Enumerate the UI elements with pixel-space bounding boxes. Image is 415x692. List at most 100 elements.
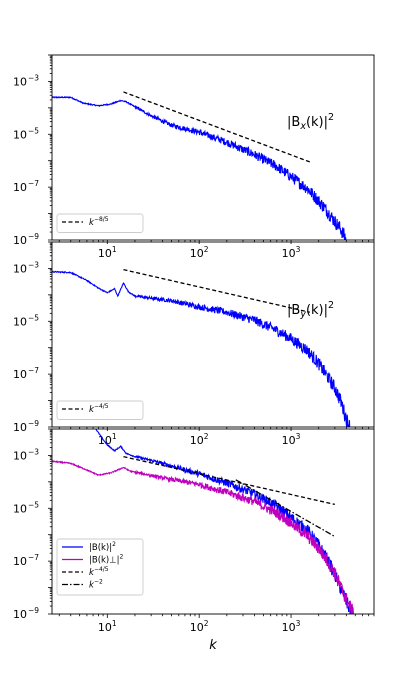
panel-label: |By(k)|2 (287, 300, 334, 320)
y-tick-label: 10 (13, 368, 27, 381)
legend-entry-text: k (89, 405, 95, 415)
legend-entry: k−4/5 (89, 403, 109, 415)
y-tick-label: 10 (13, 75, 27, 88)
x-tick-label: 103 (282, 619, 301, 634)
legend-entry-sup: −4/5 (94, 566, 109, 573)
y-tick-exp: −3 (28, 260, 39, 269)
y-tick-label: 10 (13, 421, 27, 434)
legend-entry: |B(k)⊥|2 (89, 554, 124, 566)
x-tick-label: 102 (190, 619, 209, 634)
x-tick-exp: 1 (112, 619, 117, 628)
y-tick-exp: −9 (28, 232, 39, 241)
y-tick-label: 10 (13, 608, 27, 621)
y-tick-label: 10 (13, 181, 27, 194)
x-tick-base: 10 (282, 434, 296, 447)
series-line (123, 269, 310, 313)
y-tick-exp: −9 (28, 419, 39, 428)
y-tick-label: 10 (13, 128, 27, 141)
x-tick-label: 101 (98, 619, 117, 634)
x-tick-exp: 3 (296, 432, 301, 441)
x-tick-label: 103 (282, 245, 301, 260)
x-tick-exp: 3 (296, 245, 301, 254)
x-tick-base: 10 (190, 247, 204, 260)
x-tick-exp: 2 (204, 245, 209, 254)
y-tick-label: 10 (13, 234, 27, 247)
y-tick-base: 10 (13, 181, 27, 194)
y-tick-label: 10 (13, 315, 27, 328)
y-tick-base: 10 (13, 449, 27, 462)
legend-entry-text: |B(k)| (89, 543, 112, 553)
y-tick-base: 10 (13, 555, 27, 568)
y-tick-exp: −5 (28, 313, 39, 322)
panel-label-sup: 2 (328, 112, 334, 123)
y-tick-label: 10 (13, 449, 27, 462)
x-tick-exp: 2 (204, 619, 209, 628)
legend-entry-text: k (89, 581, 95, 591)
y-tick-base: 10 (13, 421, 27, 434)
legend-entry: k−4/5 (89, 566, 109, 578)
x-tick-base: 10 (282, 247, 296, 260)
legend-entry-sup: −2 (94, 579, 103, 586)
panel-label-post: (k)| (306, 115, 328, 130)
x-tick-label: 102 (190, 245, 209, 260)
x-tick-label: 102 (190, 432, 209, 447)
series-line (235, 479, 336, 538)
y-tick-base: 10 (13, 315, 27, 328)
legend-entry-sup: 2 (112, 541, 116, 548)
x-tick-label: 101 (98, 245, 117, 260)
y-tick-exp: −3 (28, 73, 39, 82)
series-line (52, 95, 347, 240)
y-tick-exp: −7 (28, 366, 39, 375)
panel-label-sup: 2 (328, 300, 334, 311)
x-tick-exp: 1 (112, 432, 117, 441)
y-tick-base: 10 (13, 128, 27, 141)
y-tick-exp: −5 (28, 500, 39, 509)
x-tick-exp: 1 (112, 245, 117, 254)
panel-label-sub: x (299, 121, 306, 132)
series-line (52, 270, 351, 427)
y-tick-base: 10 (13, 608, 27, 621)
legend-entry-sup: −4/5 (94, 403, 109, 410)
x-tick-base: 10 (190, 621, 204, 634)
y-tick-exp: −7 (28, 553, 39, 562)
y-tick-exp: −7 (28, 179, 39, 188)
y-tick-label: 10 (13, 262, 27, 275)
legend-entry-sup: 2 (120, 554, 124, 561)
series-line (123, 91, 311, 163)
series-line (123, 456, 336, 506)
legend-box (56, 538, 144, 596)
panel-label: |Bx(k)|2 (287, 112, 334, 132)
panel-label-pre: |B (287, 115, 300, 130)
axes-frame (51, 241, 375, 428)
legend-entry: |B(k)|2 (89, 541, 116, 553)
legend-entry: k−2 (89, 579, 103, 591)
panel-label-sub: y (299, 309, 306, 320)
legend-entry-sup: −8/5 (94, 216, 109, 223)
legend-entry-text: k (89, 568, 95, 578)
y-tick-base: 10 (13, 368, 27, 381)
y-tick-base: 10 (13, 502, 27, 515)
y-tick-exp: −3 (28, 447, 39, 456)
panel-label-pre: |B (287, 303, 300, 318)
x-axis-label: k (209, 638, 217, 653)
legend-entry: k−8/5 (89, 216, 109, 228)
legend-box (56, 400, 144, 420)
y-tick-exp: −9 (28, 606, 39, 615)
series-line (52, 459, 354, 614)
legend-entry-text: k (89, 218, 95, 228)
axes-frame (51, 428, 375, 615)
panel-label-post: (k)| (306, 303, 328, 318)
x-tick-base: 10 (98, 621, 112, 634)
y-tick-exp: −5 (28, 126, 39, 135)
legend-box (56, 213, 144, 233)
x-tick-base: 10 (98, 247, 112, 260)
x-tick-base: 10 (282, 621, 296, 634)
x-tick-exp: 2 (204, 432, 209, 441)
axes-frame (51, 54, 375, 241)
y-tick-base: 10 (13, 262, 27, 275)
x-tick-label: 103 (282, 432, 301, 447)
